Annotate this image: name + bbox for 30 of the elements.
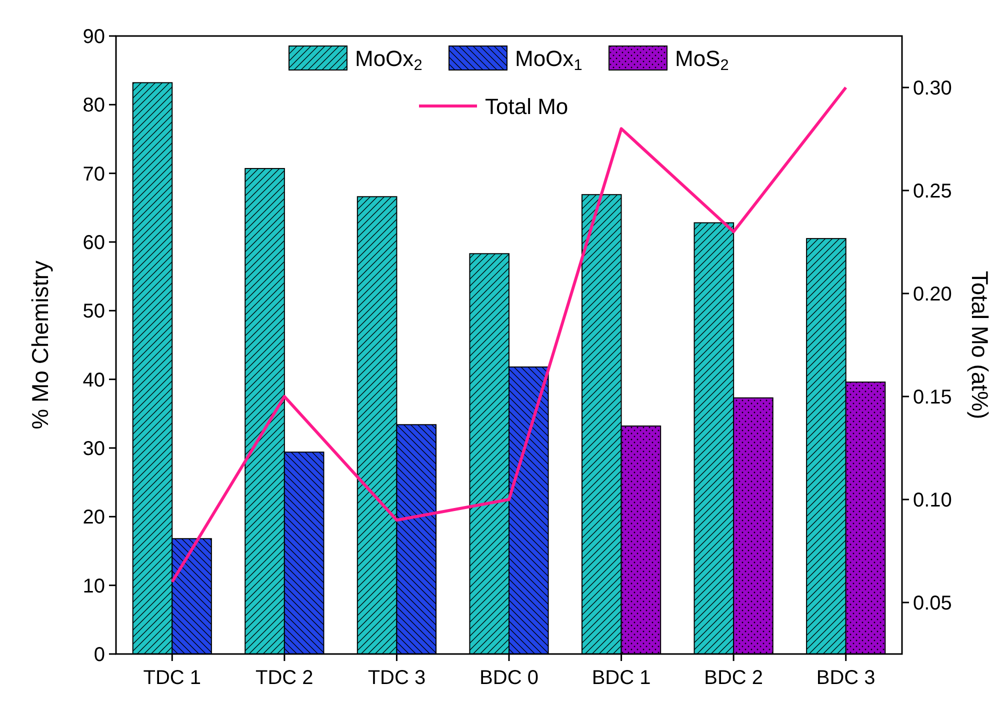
legend-label: MoS$_{2}$: [675, 46, 729, 74]
y2-tick-label: 0.20: [913, 284, 952, 306]
legend-label: MoOx$_{1}$: [515, 46, 582, 74]
x-tick-label: BDC 3: [816, 667, 876, 689]
y2-tick-label: 0.05: [913, 592, 952, 614]
y-tick-label: 90: [82, 26, 105, 48]
y2-tick-label: 0.10: [913, 490, 952, 512]
y2-tick-label: 0.15: [913, 386, 952, 408]
x-tick-label: BDC 1: [592, 667, 651, 689]
y-tick-label: 40: [82, 369, 105, 392]
y-axis-title: % Mo Chemistry: [27, 260, 53, 430]
legend-label: Total Mo: [485, 94, 568, 119]
x-tick-label: BDC 0: [480, 667, 538, 689]
y2-axis-title: Total Mo (at%): [967, 270, 993, 420]
x-tick-label: TDC 1: [143, 667, 202, 689]
y-tick-label: 10: [82, 575, 105, 598]
y-tick-label: 20: [82, 506, 105, 529]
y2-tick-label: 0.30: [913, 78, 952, 100]
x-tick-label: BDC 2: [704, 667, 764, 689]
y2-tick-label: 0.25: [913, 180, 952, 202]
y-tick-label: 50: [82, 300, 105, 323]
y-tick-label: 60: [82, 232, 105, 254]
y-tick-label: 30: [82, 438, 105, 460]
legend-label: MoOx$_{2}$: [355, 46, 422, 74]
y-tick-label: 70: [82, 163, 105, 186]
y-tick-label: 0: [94, 644, 105, 666]
x-tick-label: TDC 3: [368, 667, 426, 689]
line-series: [170, 86, 848, 584]
x-tick-label: TDC 2: [256, 667, 314, 689]
y-tick-label: 80: [82, 94, 105, 117]
